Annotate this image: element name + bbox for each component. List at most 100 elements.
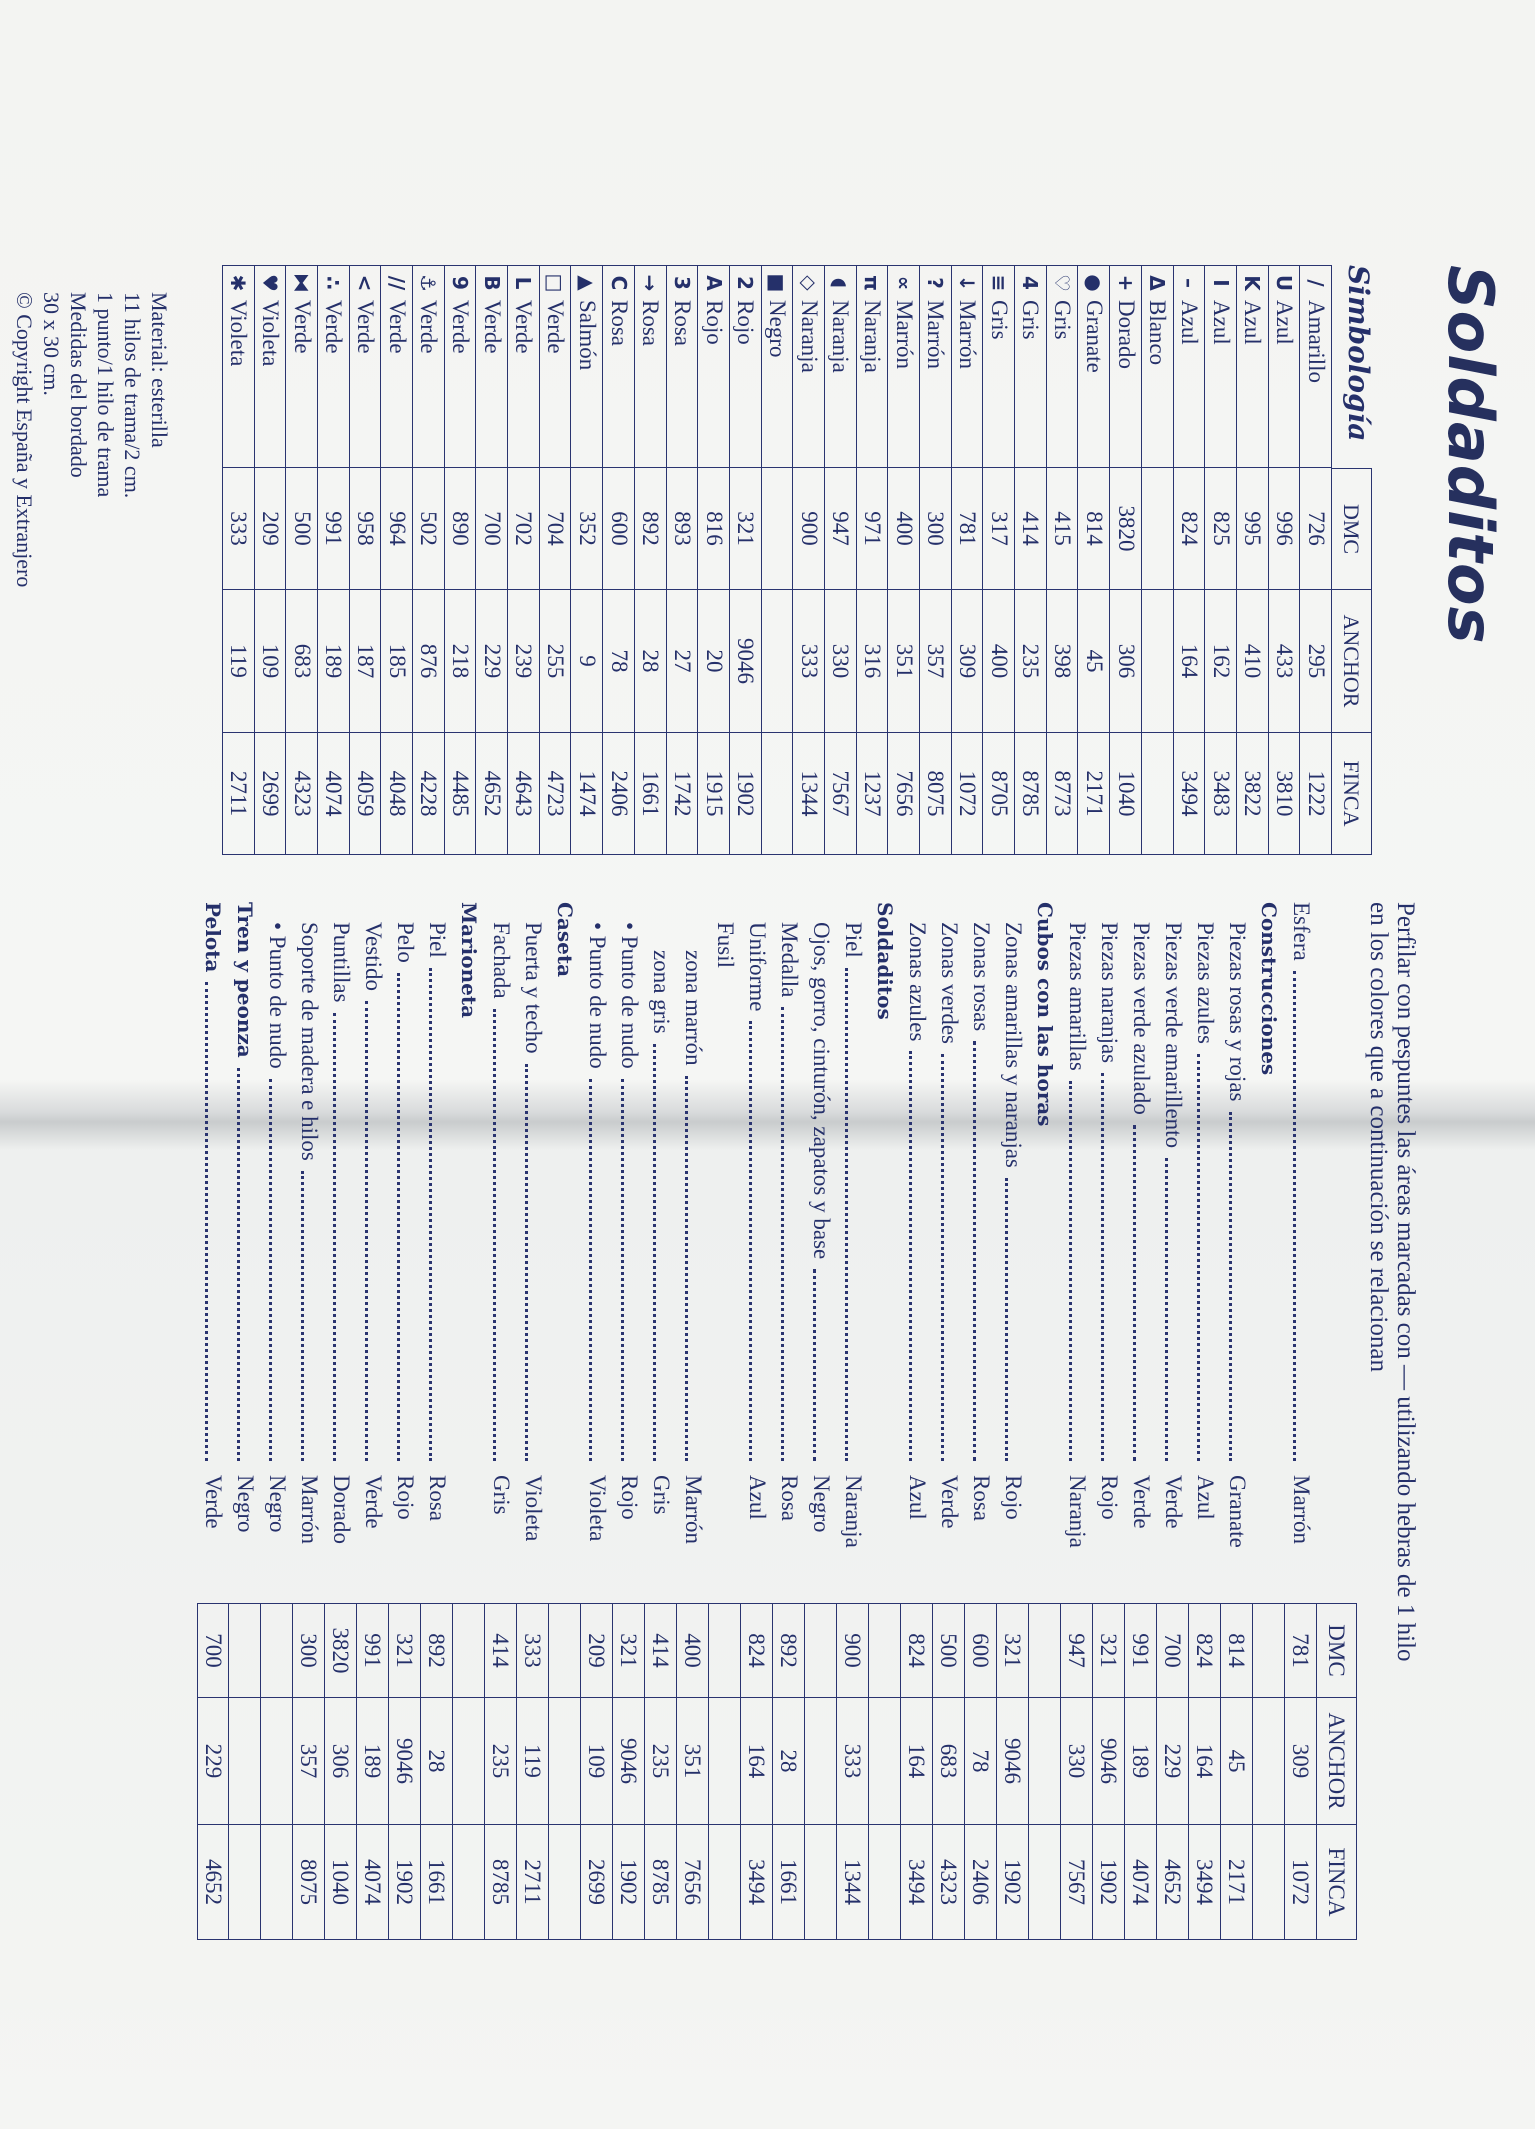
area-label: Puntillas <box>325 902 357 1475</box>
color-name: Naranja <box>860 300 886 373</box>
anchor-cell: 229 <box>197 1698 229 1825</box>
list-item: Zonas amarillas y naranjas Rojo 321 9046 190… <box>997 902 1029 1940</box>
copyright: © Copyright España y Extranjero <box>12 292 37 588</box>
stitch-symbol-icon: 3 <box>669 276 694 290</box>
table-row: // Verde 964 185 4048 <box>381 265 414 855</box>
dot-leader <box>813 1269 817 1461</box>
area-name: Zonas verdes <box>937 922 962 1044</box>
list-item: Piezas rosas y rojas Granate 814 45 2171 <box>1221 902 1253 1940</box>
stitch-symbol-icon: ⧓ <box>289 273 314 293</box>
list-item: Piezas azules Azul 824 164 3494 <box>1189 902 1221 1940</box>
finca-cell: 1040 <box>325 1825 357 1940</box>
finca-cell: 2171 <box>1078 733 1110 855</box>
anchor-cell: 400 <box>983 590 1015 733</box>
stitch-symbol-icon: I <box>1208 279 1233 287</box>
anchor-cell: 189 <box>357 1698 389 1825</box>
anchor-cell <box>229 1698 261 1825</box>
finca-cell: 1661 <box>773 1825 805 1940</box>
area-label: zona marrón <box>677 902 709 1475</box>
anchor-cell: 9046 <box>389 1698 421 1825</box>
anchor-cell: 45 <box>1221 1698 1253 1825</box>
dmc-cell: 400 <box>888 468 920 590</box>
area-label: Pelo <box>389 902 421 1475</box>
table-row: ◖ Naranja 947 330 7567 <box>825 265 857 855</box>
area-name: Marioneta <box>457 902 481 1019</box>
anchor-cell: 333 <box>837 1698 869 1825</box>
color-name: Rosa <box>606 300 632 346</box>
stitch-symbol-icon: ⚓ <box>416 274 441 292</box>
area-name: zona gris <box>649 950 674 1034</box>
color-name: Violeta <box>521 1475 546 1542</box>
table-row: ▲ Salmón 352 9 1474 <box>571 265 604 855</box>
finca-cell: 8075 <box>293 1825 325 1940</box>
symbol-color-cell: + Dorado <box>1110 265 1141 468</box>
area-name: Piezas naranjas <box>1097 922 1122 1064</box>
stitch-symbol-icon: K <box>1240 275 1265 291</box>
color-name: Verde <box>289 300 315 354</box>
dmc-cell: 704 <box>539 468 571 590</box>
area-label: Puerta y techo <box>517 902 549 1475</box>
area-name: • Punto de nudo <box>617 922 642 1069</box>
finca-cell: 1344 <box>793 733 824 855</box>
symbol-color-cell: // Verde <box>381 265 413 468</box>
stitch-symbol-icon: ▲ <box>574 275 599 291</box>
dot-leader <box>1069 1080 1073 1461</box>
anchor-cell: 164 <box>741 1698 773 1825</box>
area-label: Piel <box>837 902 869 1475</box>
dmc-cell <box>1141 468 1173 590</box>
dmc-cell: 726 <box>1300 468 1331 590</box>
area-name: Fusil <box>713 922 738 969</box>
color-name: Granate <box>1081 300 1107 373</box>
stitch-symbol-icon: + <box>1113 274 1138 292</box>
anchor-cell: 109 <box>254 590 286 733</box>
area-label: Vestido <box>357 902 389 1475</box>
column-header-anchor: ANCHOR <box>1317 1698 1357 1825</box>
dmc-cell <box>1029 1603 1061 1698</box>
symbol-color-cell: ≡ Gris <box>983 265 1015 468</box>
color-name: Verde <box>321 300 347 354</box>
color-name: Marrón <box>955 300 981 369</box>
anchor-cell: 162 <box>1205 590 1236 733</box>
anchor-cell: 235 <box>645 1698 677 1825</box>
list-item: Tren y peonza Negro <box>229 902 261 1940</box>
dmc-cell: 825 <box>1205 468 1236 590</box>
color-name <box>453 1475 485 1603</box>
dmc-cell: 816 <box>698 468 729 590</box>
color-name: Gris <box>489 1475 514 1515</box>
outline-table: DMC ANCHOR FINCA Esfera Marrón 781 309 1072 C… <box>197 902 1357 1940</box>
finca-cell: 4485 <box>444 733 476 855</box>
finca-cell: 1237 <box>856 733 888 855</box>
table-row: – Azul 824 164 3494 <box>1173 265 1206 855</box>
dot-leader <box>237 1067 241 1461</box>
stitch-symbol-icon: – <box>1176 278 1201 288</box>
dot-leader <box>781 1007 785 1461</box>
color-name: Marrón <box>891 300 917 369</box>
area-name: Zonas rosas <box>969 922 994 1032</box>
dot-leader <box>909 1051 913 1461</box>
dmc-cell: 824 <box>741 1603 773 1698</box>
list-item: zona gris Gris 414 235 8785 <box>645 902 677 1940</box>
table-row: → Rosa 892 28 1661 <box>634 265 667 855</box>
dmc-cell: 317 <box>983 468 1015 590</box>
anchor-cell: 185 <box>381 590 413 733</box>
symbol-color-cell: C Rosa <box>603 265 634 468</box>
dmc-cell <box>261 1603 293 1698</box>
anchor-cell: 229 <box>476 590 508 733</box>
symbol-color-cell: Δ Blanco <box>1141 265 1173 468</box>
finca-cell: 8075 <box>920 733 951 855</box>
dmc-cell <box>805 1603 837 1698</box>
list-item: Piezas amarillas Naranja 947 330 7567 <box>1061 902 1093 1940</box>
list-item: Puerta y techo Violeta 333 119 2711 <box>517 902 549 1940</box>
list-item: Piel Rosa 892 28 1661 <box>421 902 453 1940</box>
finca-cell: 4074 <box>1125 1825 1157 1940</box>
symbol-color-cell: → Rosa <box>634 265 666 468</box>
area-label: Piezas naranjas <box>1093 902 1125 1475</box>
finca-cell: 4643 <box>508 733 539 855</box>
symbology-rows: / Amarillo 726 295 1222 U Azul 996 433 3810 K Azul 9… <box>221 265 1332 855</box>
dmc-cell <box>549 1603 581 1698</box>
color-name: Naranja <box>841 1475 866 1548</box>
symbol-color-cell: π Naranja <box>856 265 888 468</box>
color-name: Azul <box>745 1475 770 1520</box>
color-name: Amarillo <box>1303 300 1329 384</box>
area-name: Medalla <box>777 922 802 998</box>
